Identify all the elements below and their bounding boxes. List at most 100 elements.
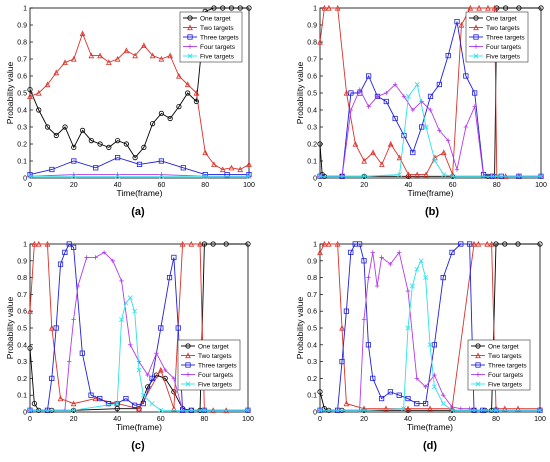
data-point — [375, 94, 380, 99]
data-point — [71, 173, 77, 179]
data-point — [105, 400, 112, 407]
data-point — [71, 144, 77, 150]
data-point — [450, 173, 456, 179]
data-point — [414, 266, 420, 272]
data-point — [175, 325, 181, 331]
x-tick-label: 40 — [405, 182, 413, 189]
data-point — [392, 82, 398, 87]
data-point — [384, 90, 389, 96]
data-point — [119, 317, 125, 323]
x-tick-label: 100 — [243, 182, 255, 189]
data-point — [458, 21, 465, 28]
legend-label: Four targets — [486, 44, 522, 51]
data-point — [493, 241, 499, 247]
data-point — [366, 275, 371, 280]
legend: One target Two targets Three targets Four t… — [177, 339, 241, 391]
legend-marker — [475, 381, 481, 387]
data-point — [343, 400, 350, 407]
data-point — [515, 241, 521, 247]
data-point — [158, 407, 164, 413]
data-point — [114, 406, 120, 412]
series-line — [29, 157, 249, 176]
data-point — [418, 258, 424, 264]
data-point — [193, 89, 200, 96]
data-point — [370, 375, 376, 382]
legend-marker — [475, 362, 481, 368]
data-point — [62, 249, 68, 255]
data-point — [31, 400, 37, 407]
x-tick-label: 80 — [201, 182, 209, 189]
data-point — [361, 258, 367, 264]
data-point — [140, 392, 146, 398]
data-point — [150, 121, 156, 127]
data-point — [538, 173, 544, 179]
y-tick-label: 0.3 — [307, 359, 317, 366]
data-point — [388, 261, 393, 267]
data-point — [502, 241, 508, 247]
data-point — [410, 107, 416, 113]
data-point — [392, 115, 398, 122]
series-line — [29, 32, 250, 170]
legend-marker — [475, 343, 481, 349]
data-point — [84, 255, 89, 260]
data-point — [414, 376, 419, 381]
data-point — [115, 154, 121, 161]
data-point — [361, 173, 367, 179]
data-point — [70, 55, 77, 62]
legend-label: Two targets — [198, 353, 232, 360]
x-tick-label: 20 — [70, 416, 78, 423]
data-point — [114, 55, 121, 62]
data-point — [441, 172, 447, 178]
y-axis-label: Probability value — [5, 297, 15, 360]
data-point — [27, 308, 33, 314]
x-tick-label: 0 — [318, 416, 322, 423]
data-point — [171, 376, 177, 381]
data-point — [466, 241, 473, 247]
series-line — [29, 7, 249, 159]
legend-marker — [473, 24, 479, 31]
legend-label: Five targets — [198, 382, 233, 389]
data-point — [57, 261, 64, 267]
data-point — [35, 89, 42, 96]
data-point — [136, 367, 142, 373]
data-point — [387, 389, 394, 395]
data-point — [167, 52, 174, 59]
data-point — [154, 351, 159, 356]
series-five-targets — [27, 173, 252, 179]
data-point — [171, 389, 177, 395]
data-point — [224, 171, 230, 178]
data-point — [423, 171, 429, 178]
data-point — [432, 158, 438, 164]
y-tick-label: 0 — [23, 176, 27, 183]
data-point — [537, 241, 543, 247]
legend-marker — [475, 352, 481, 359]
y-tick-label: 0.8 — [17, 40, 27, 47]
y-axis-label: Probability value — [5, 62, 15, 125]
data-point — [136, 359, 142, 364]
data-point — [397, 250, 402, 255]
data-point — [467, 4, 474, 11]
data-point — [449, 249, 455, 255]
data-point — [405, 93, 411, 99]
data-point — [449, 407, 455, 413]
data-point — [158, 158, 164, 164]
legend-marker — [187, 53, 193, 59]
data-point — [79, 30, 86, 37]
data-point — [193, 98, 200, 105]
data-point — [171, 254, 177, 261]
data-point — [158, 173, 164, 179]
data-point — [321, 240, 328, 247]
y-tick-label: 1 — [23, 242, 27, 249]
data-point — [317, 141, 323, 147]
data-point — [538, 5, 544, 11]
data-point — [445, 53, 451, 59]
data-point — [136, 161, 143, 167]
x-axis-label: Time(frame) — [408, 188, 454, 198]
data-point — [53, 69, 60, 76]
data-point — [334, 240, 341, 247]
data-point — [370, 149, 376, 156]
data-point — [180, 165, 186, 171]
data-point — [197, 240, 203, 247]
data-point — [401, 94, 407, 99]
data-point — [123, 395, 129, 402]
